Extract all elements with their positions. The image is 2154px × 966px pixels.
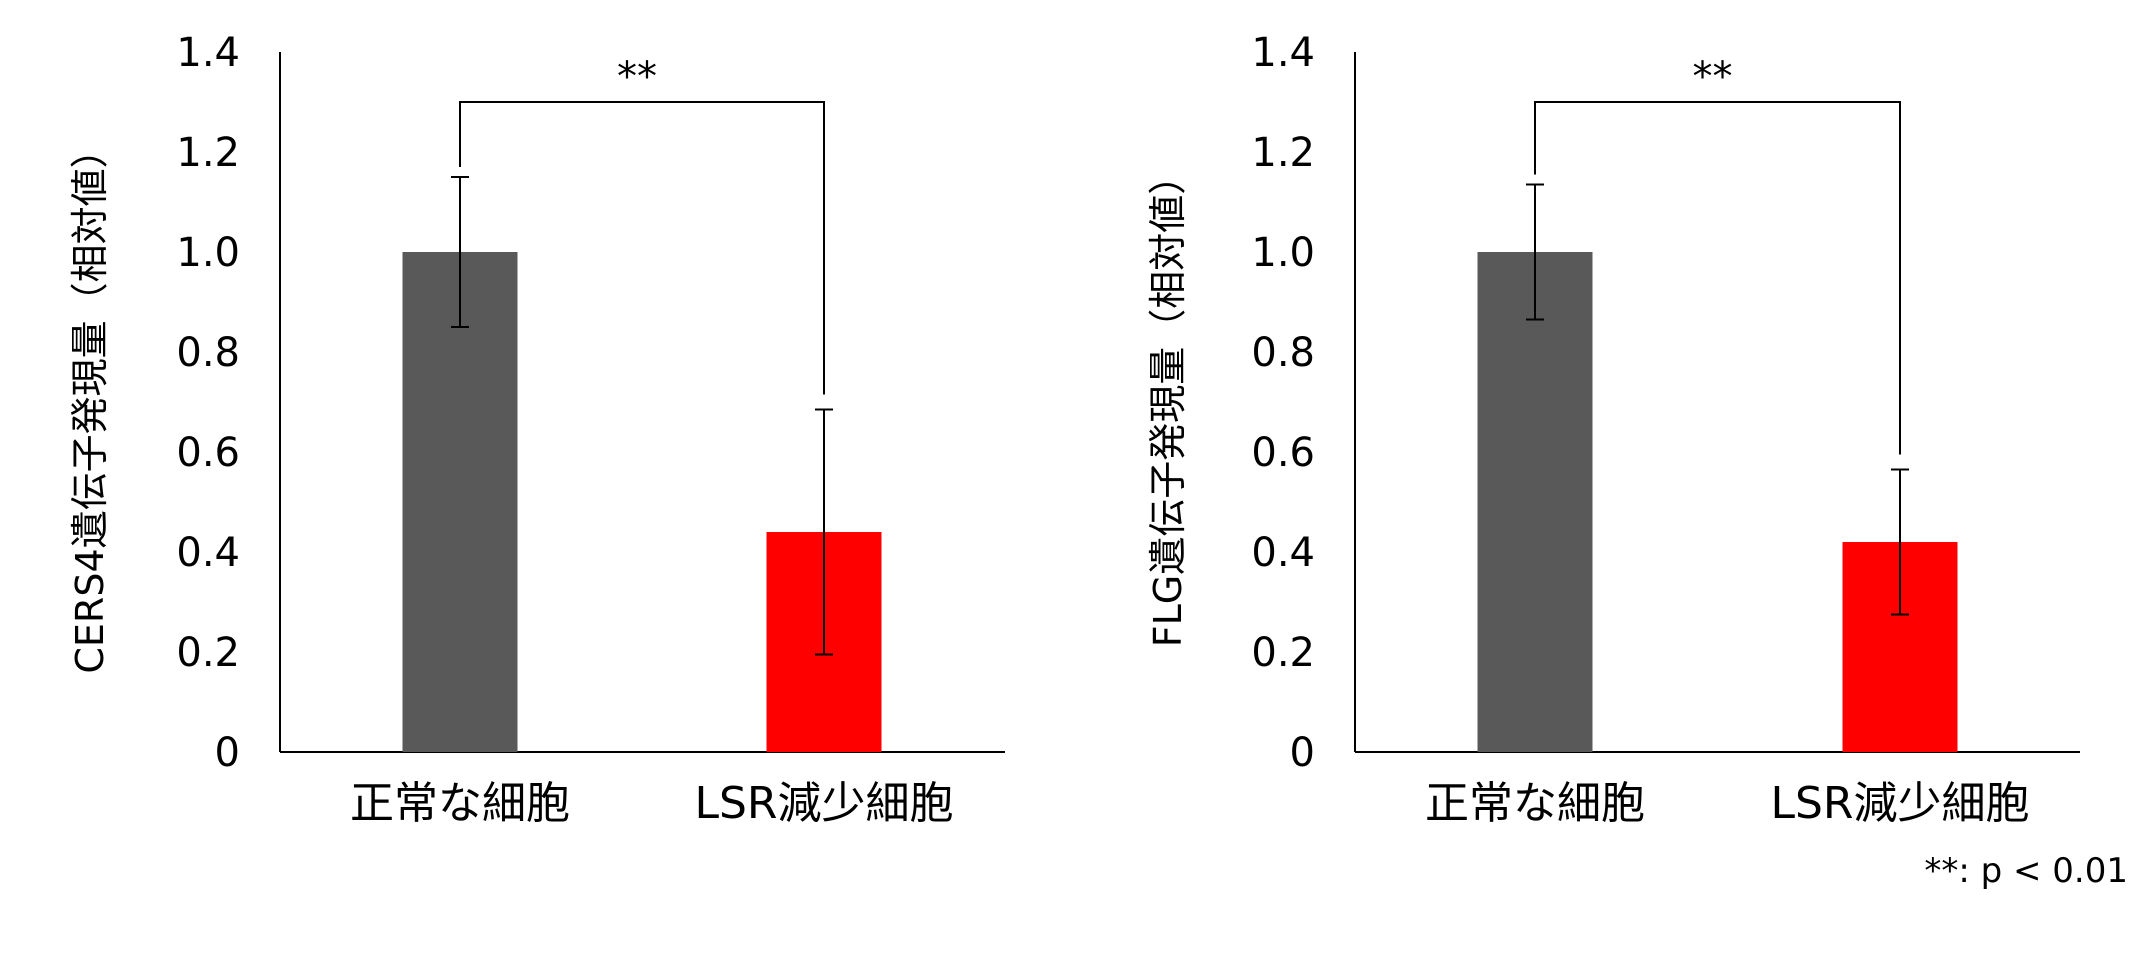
y-tick-label: 0: [215, 730, 240, 776]
significance-bracket: [459, 101, 825, 395]
x-category-label: LSR減少細胞: [1770, 778, 2029, 829]
y-tick-label: 0.8: [1251, 330, 1315, 376]
x-category-label: 正常な細胞: [350, 778, 570, 829]
footnote-text: **: p < 0.01: [1924, 851, 2128, 891]
y-tick-label: 1.4: [176, 30, 240, 76]
y-tick-label: 1.4: [1251, 30, 1315, 76]
y-tick-label: 1.2: [176, 130, 240, 176]
y-tick-label: 0.6: [176, 430, 240, 476]
y-tick-label: 1.0: [176, 230, 240, 276]
y-tick-label: 1.2: [1251, 130, 1315, 176]
y-tick-label: 0.2: [1251, 630, 1315, 676]
bar-normal-cells: [402, 252, 518, 752]
y-tick-label: 0: [1290, 730, 1315, 776]
chart-panel-2: 0 0.2 0.4 0.6 0.8 1.0 1.2 1.4 FLG遺伝子発現量（相対値） 正常な細…: [1146, 30, 2080, 829]
y-tick-label: 0.4: [1251, 530, 1315, 576]
significance-label: **: [617, 54, 657, 100]
y-axis-label: CERS4遺伝子発現量（相対値）: [68, 130, 112, 673]
chart-panel-1: 0 0.2 0.4 0.6 0.8 1.0 1.2 1.4 CERS4遺伝子発現量（相対値） 正常…: [68, 30, 1005, 829]
y-tick-label: 0.4: [176, 530, 240, 576]
significance-label: **: [1693, 54, 1733, 100]
significance-bracket: [1534, 101, 1901, 455]
y-axis-label: FLG遺伝子発現量（相対値）: [1146, 157, 1190, 647]
x-category-label: LSR減少細胞: [694, 778, 953, 829]
x-category-label: 正常な細胞: [1425, 778, 1645, 829]
y-tick-label: 0.8: [176, 330, 240, 376]
y-tick-label: 0.6: [1251, 430, 1315, 476]
y-tick-label: 1.0: [1251, 230, 1315, 276]
y-tick-label: 0.2: [176, 630, 240, 676]
bar-normal-cells: [1477, 252, 1593, 752]
